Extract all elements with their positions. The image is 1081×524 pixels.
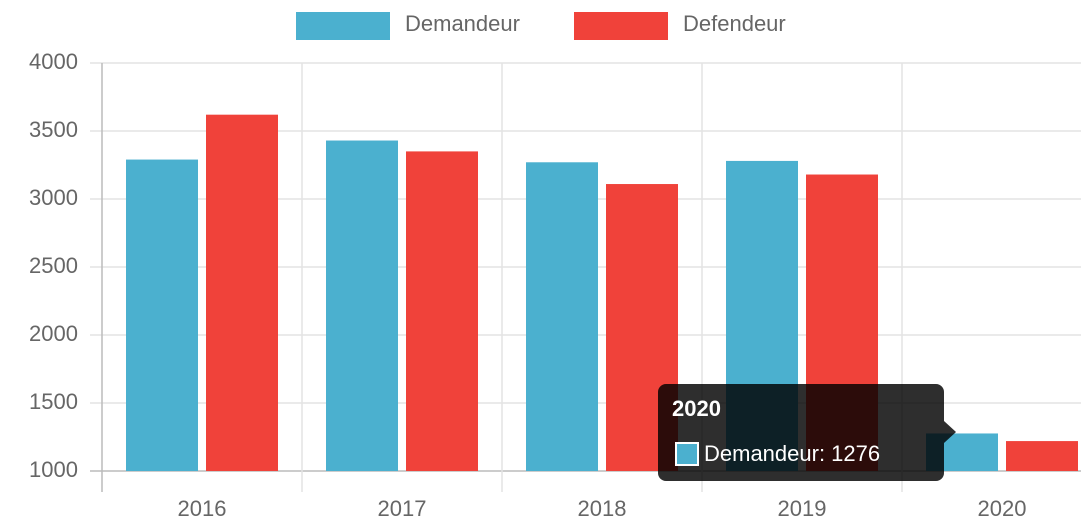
tooltip-box: [658, 384, 944, 481]
x-tick-label: 2019: [778, 496, 827, 521]
bar: [326, 140, 398, 471]
tooltip-caret: [944, 421, 956, 443]
legend-swatch: [574, 12, 668, 40]
y-tick-label: 3500: [29, 117, 78, 142]
y-tick-label: 2000: [29, 321, 78, 346]
legend-label: Demandeur: [405, 11, 520, 36]
tooltip: 2020 Demandeur: 1276: [658, 384, 956, 481]
x-tick-label: 2016: [178, 496, 227, 521]
tooltip-title: 2020: [672, 396, 721, 421]
tooltip-swatch: [675, 442, 699, 466]
legend-swatch: [296, 12, 390, 40]
y-tick-label: 1500: [29, 389, 78, 414]
bar: [206, 114, 278, 472]
y-tick-label: 2500: [29, 253, 78, 278]
x-tick-label: 2018: [578, 496, 627, 521]
x-tick-label: 2020: [978, 496, 1027, 521]
bar: [406, 151, 478, 471]
y-tick-label: 4000: [29, 49, 78, 74]
x-tick-label: 2017: [378, 496, 427, 521]
tooltip-label: Demandeur: 1276: [704, 441, 880, 466]
legend-label: Defendeur: [683, 11, 786, 36]
bar: [126, 159, 198, 471]
y-tick-label: 3000: [29, 185, 78, 210]
bar: [1006, 441, 1078, 471]
y-tick-label: 1000: [29, 457, 78, 482]
bar: [526, 162, 598, 471]
